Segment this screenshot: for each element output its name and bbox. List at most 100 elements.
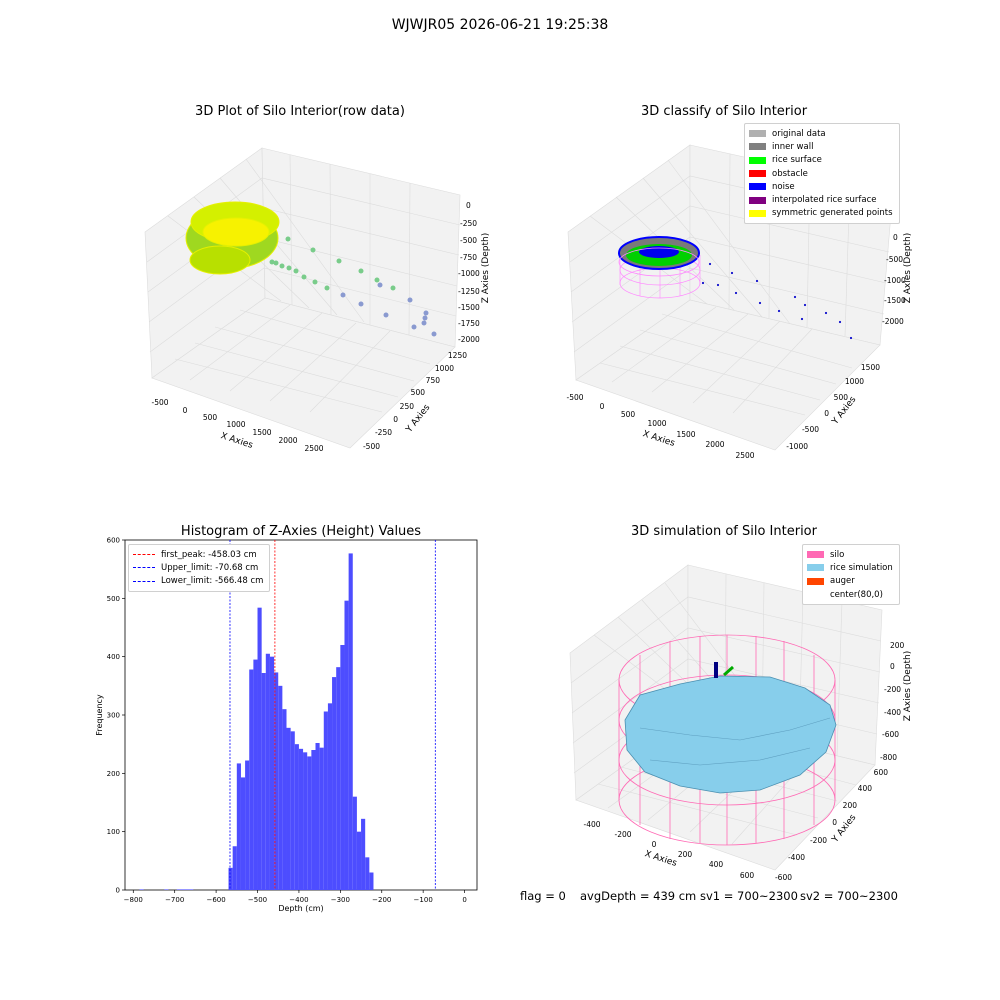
legend-item-lower-limit: Lower_limit: -566.48 cm (133, 575, 263, 588)
plot4-ytick: -400 (788, 853, 805, 862)
plot2-ytick: 1500 (861, 363, 880, 372)
histogram-bar (369, 872, 374, 890)
plot2-zlabel: Z Axies (Depth) (903, 233, 913, 304)
histogram-xtick-label: −300 (331, 896, 350, 904)
histogram-bar (232, 846, 237, 890)
plot1-ytick: 750 (426, 376, 441, 385)
plot2-ytick: -500 (802, 425, 819, 434)
histogram-bar (286, 727, 291, 890)
legend-swatch (749, 170, 766, 178)
histogram-bar (327, 703, 333, 890)
plot1-xtick: 500 (203, 413, 218, 422)
plot4-xtick: -200 (614, 830, 631, 839)
plot1-xtick: 1500 (252, 428, 271, 437)
histogram-bar (319, 747, 324, 890)
legend-item-inner-wall: inner wall (749, 140, 893, 153)
legend-item-upper-limit: Upper_limit: -70.68 cm (133, 561, 263, 574)
histogram-xtick-label: −400 (289, 896, 308, 904)
histogram-bar (265, 653, 270, 890)
histogram-bar (315, 743, 320, 890)
plot1-ytick: -500 (363, 442, 380, 451)
histogram-bar (307, 756, 312, 890)
histogram-legend: first_peak: -458.03 cm Upper_limit: -70.… (128, 544, 271, 592)
legend-swatch (807, 577, 824, 585)
legend-item-original-data: original data (749, 127, 893, 140)
histogram-bar (278, 685, 283, 890)
plot1-ztick: -250 (460, 219, 477, 228)
plot2-ztick: 0 (893, 233, 898, 242)
plot1-xtick: -500 (151, 398, 168, 407)
plot2-legend: original data inner wall rice surface ob… (744, 123, 900, 225)
histogram-bar (164, 889, 169, 890)
legend-line (133, 580, 155, 582)
histogram-bar (361, 818, 366, 890)
legend-swatch (749, 209, 766, 217)
legend-line (133, 554, 155, 556)
plot4-xtick: 600 (740, 871, 755, 880)
histogram-bar (282, 709, 287, 890)
legend-swatch (807, 591, 824, 598)
plot1-xtick: 2000 (278, 436, 297, 445)
plot4-zlabel: Z Axies (Depth) (903, 651, 913, 722)
plot2-xtick: -500 (566, 393, 583, 402)
histogram-xtick-label: −800 (124, 896, 143, 904)
legend-swatch (749, 143, 766, 151)
plot4-xtick: -400 (583, 820, 600, 829)
histogram-bar (253, 659, 258, 890)
legend-line (133, 567, 155, 569)
plot1-ytick: 0 (393, 415, 398, 424)
histogram-bar (245, 760, 250, 890)
histogram-ytick-label: 100 (107, 828, 120, 836)
plot2-ztick: -1000 (884, 276, 906, 285)
histogram-bar (249, 669, 254, 890)
legend-item-rice-surface: rice surface (749, 154, 893, 167)
histogram-ylabel: Frequency (95, 694, 104, 736)
plot4-ztick: -800 (880, 753, 897, 762)
histogram-ytick-label: 500 (107, 595, 120, 603)
legend-swatch (807, 551, 824, 559)
plot1-ytick: 250 (400, 402, 415, 411)
plot1-xtick: 1000 (226, 420, 245, 429)
legend-swatch (749, 156, 766, 164)
histogram-bar (298, 748, 304, 890)
plot1-ztick: -750 (460, 253, 477, 262)
plot2-ytick: 1000 (845, 377, 864, 386)
footer-flag: flag = 0 (520, 889, 566, 903)
histogram-xtick-label: −600 (206, 896, 225, 904)
plot4-ytick: -600 (775, 873, 792, 882)
plot1-ztick: -1500 (458, 303, 480, 312)
plot2-ytick: -1000 (786, 442, 808, 451)
plot4-ytick: -200 (810, 836, 827, 845)
legend-item-interpolated: interpolated rice surface (749, 193, 893, 206)
histogram-bar (344, 600, 349, 890)
plot4-ztick: -400 (884, 708, 901, 717)
histogram-bar (336, 667, 341, 890)
plot1-ztick: 0 (466, 201, 471, 210)
plot1-ytick: 1250 (448, 351, 467, 360)
plot2-xtick: 2000 (705, 440, 724, 449)
histogram-bar (303, 752, 308, 890)
plot4-xtick: 200 (678, 850, 693, 859)
plot4-ztick: 200 (890, 641, 905, 650)
plot1-ztick: -2000 (458, 335, 480, 344)
plot1-zlabel: Z Axies (Depth) (481, 233, 491, 304)
plot1-ztick: -500 (460, 236, 477, 245)
histogram-ytick-label: 600 (107, 537, 120, 545)
histogram-xtick-label: −500 (248, 896, 267, 904)
histogram-bar (236, 763, 241, 890)
legend-item-silo: silo (807, 548, 893, 561)
footer-sv2: sv2 = 700~2300 (800, 889, 898, 903)
histogram-bar (352, 796, 357, 890)
plot4-ztick: 0 (890, 662, 895, 671)
legend-swatch (749, 196, 766, 204)
histogram-bar (290, 731, 295, 890)
plot4-ytick: 200 (843, 801, 858, 810)
histogram-bar (274, 672, 279, 890)
plot4-ytick: 600 (874, 768, 889, 777)
plot1-xtick: 0 (183, 406, 188, 415)
plot2-xtick: 1000 (647, 419, 666, 428)
legend-item-auger: auger (807, 575, 893, 588)
histogram-bar (323, 711, 328, 890)
